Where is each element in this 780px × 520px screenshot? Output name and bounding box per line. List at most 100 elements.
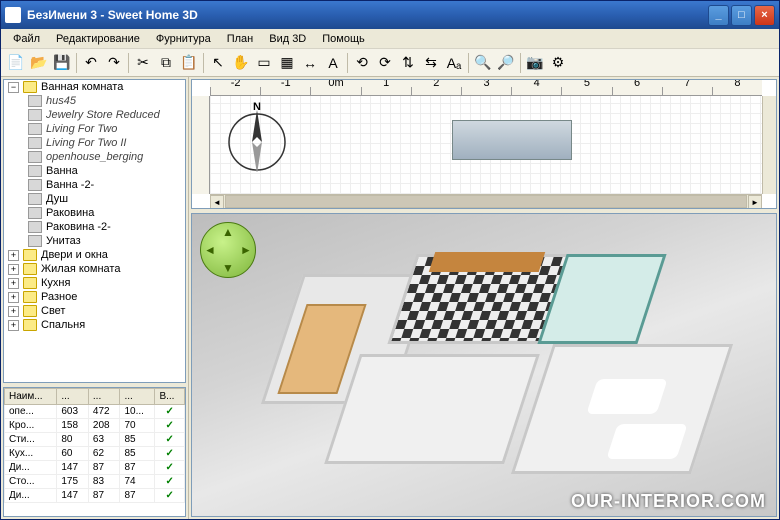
tree-label: Жилая комната	[41, 263, 120, 275]
tree-category[interactable]: +Кухня	[4, 276, 185, 290]
expand-icon[interactable]: +	[8, 306, 19, 317]
nav-right-icon[interactable]: ►	[240, 243, 252, 257]
col-width[interactable]: ...	[57, 389, 89, 405]
folder-icon	[23, 305, 37, 317]
tree-label: Ванна	[46, 165, 78, 177]
plan-mini-preview	[452, 120, 572, 160]
close-button[interactable]: ×	[754, 5, 775, 26]
tree-category[interactable]: +Спальня	[4, 318, 185, 332]
tree-category[interactable]: +Двери и окна	[4, 248, 185, 262]
collapse-icon[interactable]: −	[8, 82, 19, 93]
table-row[interactable]: опе...60347210...✓	[5, 405, 185, 419]
view-3d[interactable]: ▲ ◄ ► ▼ OUR-INTERIOR.COM	[191, 213, 777, 517]
tree-item[interactable]: Living For Two II	[4, 136, 185, 150]
paste-button[interactable]: 📋	[178, 52, 200, 74]
room-tool[interactable]: ▦	[276, 52, 298, 74]
wall-tool[interactable]: ▭	[253, 52, 275, 74]
cut-button[interactable]: ✂	[132, 52, 154, 74]
table-row[interactable]: Кро...15820870✓	[5, 419, 185, 433]
plan-view[interactable]: -2-10m12345678 N ◄►	[191, 79, 777, 209]
tree-label: Jewelry Store Reduced	[46, 109, 160, 121]
redo-button[interactable]: ↷	[103, 52, 125, 74]
pan-tool[interactable]: ✋	[230, 52, 252, 74]
col-height[interactable]: ...	[120, 389, 155, 405]
menu-file[interactable]: Файл	[5, 31, 48, 47]
zoom-in-button[interactable]: 🔍	[472, 52, 494, 74]
undo-button[interactable]: ↶	[80, 52, 102, 74]
menubar: Файл Редактирование Фурнитура План Вид 3…	[1, 29, 779, 49]
col-name[interactable]: Наим...	[5, 389, 57, 405]
table-row[interactable]: Ди...1478787✓	[5, 489, 185, 503]
nav-down-icon[interactable]: ▼	[222, 261, 234, 275]
tree-category[interactable]: + Жилая комната	[4, 262, 185, 276]
menu-help[interactable]: Помощь	[314, 31, 373, 47]
expand-icon[interactable]: +	[8, 292, 19, 303]
expand-icon[interactable]: +	[8, 250, 19, 261]
snapshot-button[interactable]: 📷	[524, 52, 546, 74]
table-row[interactable]: Сто...1758374✓	[5, 475, 185, 489]
save-button[interactable]: 💾	[51, 52, 73, 74]
minimize-button[interactable]: _	[708, 5, 729, 26]
tree-category[interactable]: −Ванная комната	[4, 80, 185, 94]
plan-scroll-v[interactable]	[762, 96, 776, 194]
open-button[interactable]: 📂	[28, 52, 50, 74]
tree-item[interactable]: Раковина	[4, 206, 185, 220]
menu-edit[interactable]: Редактирование	[48, 31, 148, 47]
tree-item[interactable]: Раковина -2-	[4, 220, 185, 234]
new-button[interactable]: 📄	[5, 52, 27, 74]
menu-plan[interactable]: План	[219, 31, 262, 47]
tree-item[interactable]: openhouse_berging	[4, 150, 185, 164]
tree-label: Свет	[41, 305, 65, 317]
nav-left-icon[interactable]: ◄	[204, 243, 216, 257]
table-row[interactable]: Ди...1478787✓	[5, 461, 185, 475]
tree-label: Раковина	[46, 207, 94, 219]
folder-icon	[23, 277, 37, 289]
plan-scroll-h[interactable]: ◄►	[210, 194, 762, 208]
tree-item[interactable]: Jewelry Store Reduced	[4, 108, 185, 122]
3d-sofa	[606, 424, 687, 459]
tree-item[interactable]: Ванна	[4, 164, 185, 178]
furniture-table[interactable]: Наим... ... ... ... В... опе...60347210.…	[3, 387, 186, 517]
rotate-right-button[interactable]: ⟳	[374, 52, 396, 74]
watermark: OUR-INTERIOR.COM	[571, 491, 766, 512]
tree-item[interactable]: Душ	[4, 192, 185, 206]
titlebar: БезИмени 3 - Sweet Home 3D _ □ ×	[1, 1, 779, 29]
catalog-tree[interactable]: −Ванная комната hus45 Jewelry Store Redu…	[3, 79, 186, 383]
copy-button[interactable]: ⧉	[155, 52, 177, 74]
tree-label: hus45	[46, 95, 76, 107]
preferences-button[interactable]: ⚙	[547, 52, 569, 74]
col-depth[interactable]: ...	[88, 389, 120, 405]
menu-furniture[interactable]: Фурнитура	[148, 31, 219, 47]
tree-label: Living For Two	[46, 123, 117, 135]
toolbar: 📄 📂 💾 ↶ ↷ ✂ ⧉ 📋 ↖ ✋ ▭ ▦ ↔ A ⟲ ⟳ ⇅ ⇆ Aₐ 🔍…	[1, 49, 779, 77]
furniture-icon	[28, 235, 42, 247]
text-tool[interactable]: A	[322, 52, 344, 74]
tree-category[interactable]: + Свет	[4, 304, 185, 318]
nav-up-icon[interactable]: ▲	[222, 225, 234, 239]
zoom-out-button[interactable]: 🔎	[495, 52, 517, 74]
tree-label: Ванна -2-	[46, 179, 94, 191]
flip-v-button[interactable]: ⇅	[397, 52, 419, 74]
maximize-button[interactable]: □	[731, 5, 752, 26]
expand-icon[interactable]: +	[8, 278, 19, 289]
tree-item[interactable]: Ванна -2-	[4, 178, 185, 192]
select-tool[interactable]: ↖	[207, 52, 229, 74]
nav-control[interactable]: ▲ ◄ ► ▼	[200, 222, 256, 278]
rotate-left-button[interactable]: ⟲	[351, 52, 373, 74]
col-visible[interactable]: В...	[155, 389, 185, 405]
dim-tool[interactable]: ↔	[299, 52, 321, 74]
tree-label: Унитаз	[46, 235, 81, 247]
textsize-button[interactable]: Aₐ	[443, 52, 465, 74]
tree-category[interactable]: +Разное	[4, 290, 185, 304]
tree-item[interactable]: Living For Two	[4, 122, 185, 136]
table-row[interactable]: Сти...806385✓	[5, 433, 185, 447]
menu-view3d[interactable]: Вид 3D	[261, 31, 314, 47]
tree-item[interactable]: hus45	[4, 94, 185, 108]
folder-icon	[23, 291, 37, 303]
tree-item[interactable]: Унитаз	[4, 234, 185, 248]
expand-icon[interactable]: +	[8, 264, 19, 275]
flip-h-button[interactable]: ⇆	[420, 52, 442, 74]
expand-icon[interactable]: +	[8, 320, 19, 331]
furniture-icon	[28, 179, 42, 191]
table-row[interactable]: Кух...606285✓	[5, 447, 185, 461]
